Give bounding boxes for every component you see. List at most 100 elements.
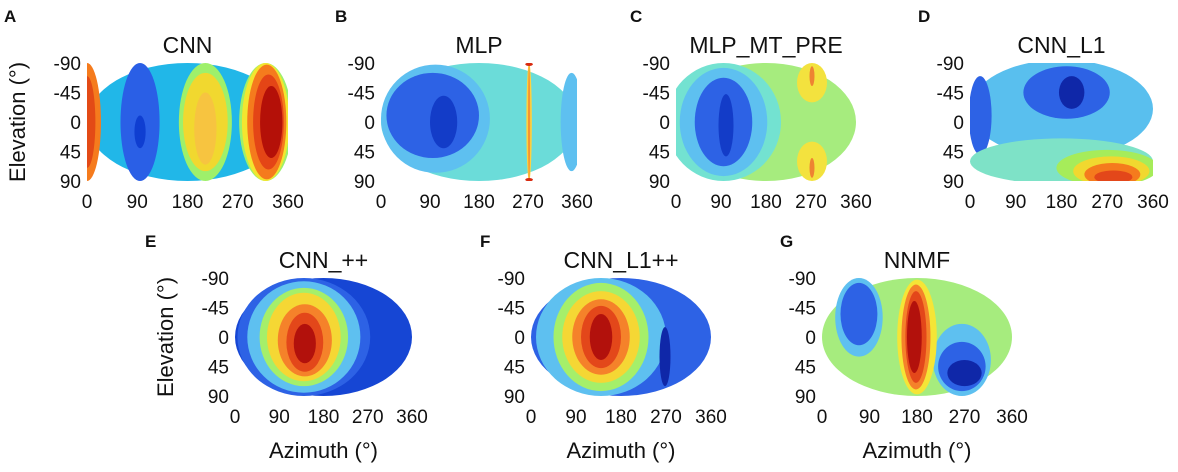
x-tick-label: 0 xyxy=(817,407,828,428)
x-tick-label: 270 xyxy=(512,192,544,213)
x-tick-label: 0 xyxy=(82,192,93,213)
panel-letter: A xyxy=(4,7,16,26)
x-tick-label: 0 xyxy=(526,407,537,428)
contour-region-5 xyxy=(560,72,577,172)
y-tick-label: -45 xyxy=(937,84,964,105)
heatmap-plot-area xyxy=(87,63,288,181)
x-tick-label: 180 xyxy=(605,407,637,428)
x-tick-label: 180 xyxy=(172,192,204,213)
heatmap-plot-area xyxy=(531,278,711,396)
contour-region-10 xyxy=(906,300,922,374)
y-tick-label: -90 xyxy=(789,269,816,290)
panel-title: CNN_++ xyxy=(279,247,368,273)
x-tick-label: 270 xyxy=(1091,192,1123,213)
x-axis-label: Azimuth (°) xyxy=(269,438,378,463)
x-tick-label: 90 xyxy=(859,407,880,428)
x-tick-label: 90 xyxy=(127,192,148,213)
contour-region-7 xyxy=(528,63,531,181)
contour-region-8 xyxy=(809,66,815,86)
y-tick-label: 90 xyxy=(943,172,964,193)
y-tick-label: 90 xyxy=(208,387,229,408)
x-tick-label: 180 xyxy=(750,192,782,213)
x-tick-label: 90 xyxy=(565,407,586,428)
x-tick-label: 360 xyxy=(561,192,593,213)
x-tick-label: 360 xyxy=(1137,192,1169,213)
y-tick-label: -45 xyxy=(202,299,229,320)
x-tick-label: 90 xyxy=(419,192,440,213)
y-tick-label: -90 xyxy=(498,269,525,290)
heatmap-plot-area xyxy=(381,63,577,181)
panel-title: CNN_L1++ xyxy=(563,247,678,273)
y-tick-label: 0 xyxy=(659,113,670,134)
heatmap-plot-area xyxy=(235,278,412,396)
panel-letter: D xyxy=(918,7,930,26)
heatmap-plot-area xyxy=(970,63,1153,181)
x-tick-label: 360 xyxy=(840,192,872,213)
panel-title: CNN_L1 xyxy=(1017,32,1105,58)
contour-region-9 xyxy=(525,178,533,181)
contour-region-7 xyxy=(589,314,613,360)
y-tick-label: 0 xyxy=(364,113,375,134)
contour-region-9 xyxy=(809,158,815,178)
x-tick-label: 90 xyxy=(269,407,290,428)
x-tick-label: 90 xyxy=(710,192,731,213)
heatmap-plot-area xyxy=(676,63,856,181)
contour-region-13 xyxy=(260,85,283,159)
contour-region-4 xyxy=(1058,76,1085,109)
x-tick-label: 0 xyxy=(965,192,976,213)
panel-title: MLP xyxy=(455,32,502,58)
panel-title: NNMF xyxy=(884,247,950,273)
x-tick-label: 270 xyxy=(650,407,682,428)
y-tick-label: -90 xyxy=(348,54,375,75)
y-tick-label: 90 xyxy=(795,387,816,408)
y-tick-label: -90 xyxy=(202,269,229,290)
contour-region-5 xyxy=(134,115,146,149)
contour-region-9 xyxy=(1094,170,1133,181)
x-tick-label: 180 xyxy=(1046,192,1078,213)
x-tick-label: 270 xyxy=(222,192,254,213)
y-tick-label: 45 xyxy=(504,358,525,379)
y-tick-label: 0 xyxy=(805,328,816,349)
x-tick-label: 270 xyxy=(949,407,981,428)
contour-region-8 xyxy=(525,63,533,66)
x-tick-label: 90 xyxy=(1005,192,1026,213)
panel-letter: B xyxy=(335,7,347,26)
contour-region-3 xyxy=(87,76,96,168)
panel-title: MLP_MT_PRE xyxy=(689,32,842,58)
contour-region-8 xyxy=(659,327,671,387)
panel-letter: G xyxy=(780,232,793,251)
x-tick-label: 360 xyxy=(396,407,428,428)
y-tick-label: 90 xyxy=(354,172,375,193)
y-tick-label: -45 xyxy=(54,84,81,105)
y-tick-label: 0 xyxy=(514,328,525,349)
y-tick-label: -45 xyxy=(498,299,525,320)
y-axis-label: Elevation (°) xyxy=(153,277,178,397)
y-axis-label: Elevation (°) xyxy=(5,62,30,182)
y-tick-label: 0 xyxy=(953,113,964,134)
y-tick-label: 45 xyxy=(208,358,229,379)
heatmap-plot-area xyxy=(822,278,1012,396)
x-tick-label: 0 xyxy=(230,407,241,428)
x-axis-label: Azimuth (°) xyxy=(862,438,971,463)
y-tick-label: -90 xyxy=(643,54,670,75)
x-tick-label: 180 xyxy=(308,407,340,428)
y-tick-label: 45 xyxy=(943,143,964,164)
y-tick-label: 0 xyxy=(70,113,81,134)
contour-region-6 xyxy=(947,359,982,387)
y-tick-label: 45 xyxy=(354,143,375,164)
x-tick-label: 180 xyxy=(901,407,933,428)
x-tick-label: 0 xyxy=(671,192,682,213)
x-tick-label: 0 xyxy=(376,192,387,213)
y-tick-label: 90 xyxy=(504,387,525,408)
panel-letter: F xyxy=(480,232,490,251)
panel-letter: C xyxy=(630,7,642,26)
y-tick-label: 90 xyxy=(649,172,670,193)
x-tick-label: 270 xyxy=(352,407,384,428)
panel-title: CNN xyxy=(163,32,213,58)
y-tick-label: 45 xyxy=(795,358,816,379)
